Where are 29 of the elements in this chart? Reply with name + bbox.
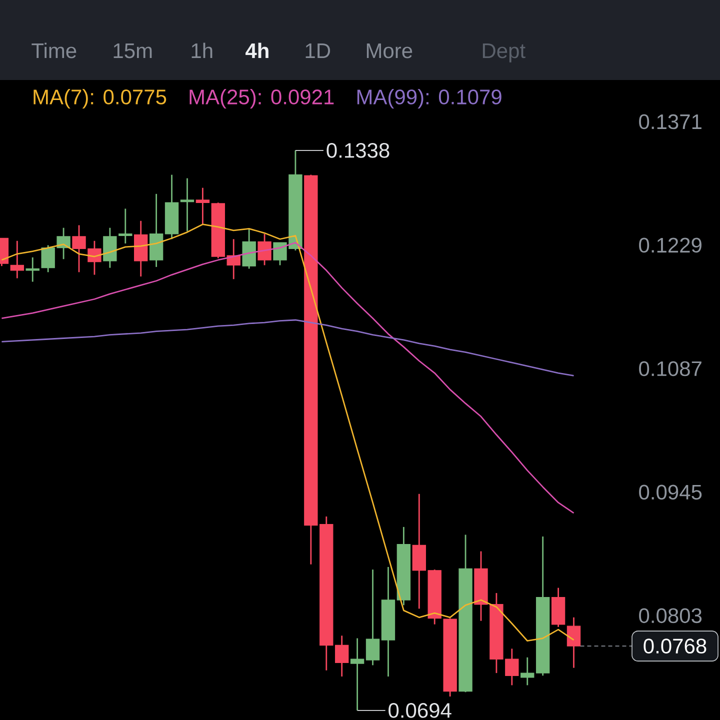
text: 15m [114,44,152,58]
candlestick [566,616,581,669]
text: 1D [306,44,330,58]
text: MA(7): 0.0775 [34,88,166,109]
text: 0.0768 [644,638,706,654]
candlestick [334,634,349,678]
y-tick-label: 0.1229 [639,238,702,253]
text: MA(25): 0.0921 [190,88,334,109]
text: Time [32,42,76,58]
y-tick-label: 0.0803 [639,608,702,624]
candlestick [258,233,272,266]
candlestick [180,178,194,232]
y-tick-label: 0.0945 [639,484,702,500]
annotation: 0.0694 [388,703,452,718]
text: 4h [246,42,268,58]
candlestick [118,208,132,244]
text: MA(99): 0.1079 [357,88,502,109]
candlestick [196,187,210,226]
candlestick [26,256,40,282]
candlestick [366,568,380,666]
text: Dept [482,44,526,62]
candlestick [350,638,364,712]
y-tick-label: 0.1371 [639,114,702,130]
annotation: 0.1338 [326,142,390,158]
text: 1h [192,42,212,58]
text: More [366,44,412,58]
candlestick [520,656,534,686]
y-tick-label: 0.1087 [639,361,702,376]
candlestick [10,240,24,279]
